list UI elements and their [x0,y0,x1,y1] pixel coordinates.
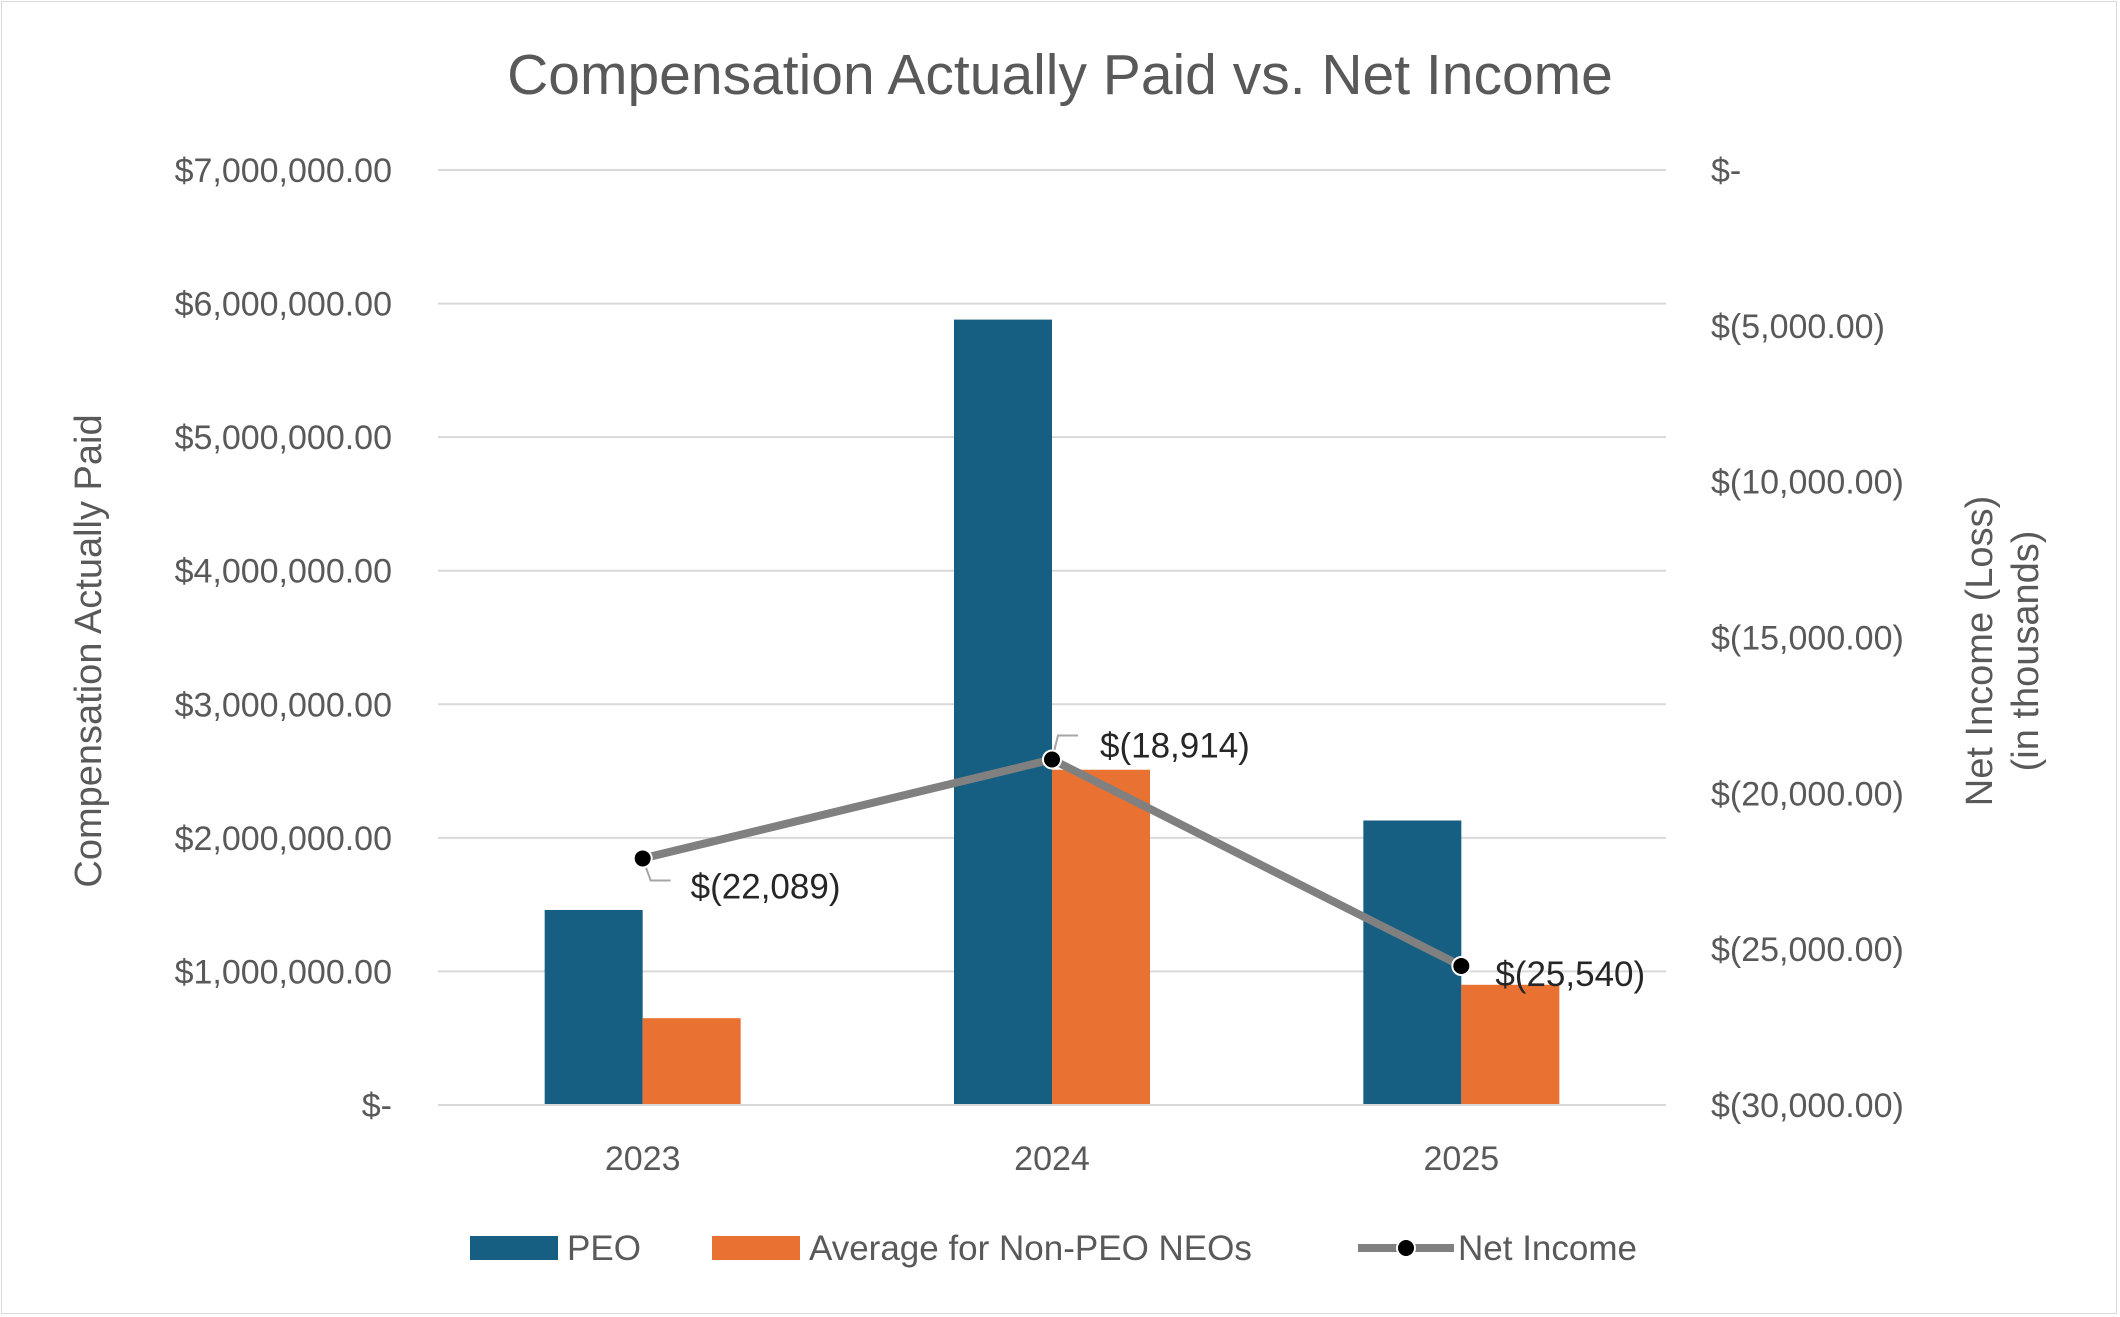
net-income-data-label: $(25,540) [1495,955,1645,994]
left-tick-label: $6,000,000.00 [175,286,392,324]
bar-peo-2023 [544,909,643,1105]
bar-average-for-non-peo-neos-2025 [1461,984,1560,1105]
x-tick-label: 2023 [605,1140,681,1178]
left-tick-label: $1,000,000.00 [175,953,392,991]
left-tick-label: $4,000,000.00 [175,553,392,591]
legend-net-income-marker [1396,1238,1416,1258]
right-tick-label: $(10,000.00) [1711,464,1904,502]
bar-average-for-non-peo-neos-2024 [1052,769,1150,1105]
right-tick-label: $(15,000.00) [1711,620,1904,658]
legend-peo-swatch [470,1236,558,1260]
bars [544,319,1560,1106]
bar-peo-2024 [954,319,1052,1106]
left-axis-ticks: $- $1,000,000.00 $2,000,000.00 $3,000,000.0… [175,152,392,1125]
right-tick-label: $(5,000.00) [1711,308,1885,346]
legend-peo-label: PEO [567,1229,641,1268]
right-axis-title-line-1: Net Income (Loss) [1959,496,2001,806]
left-axis-title: Compensation Actually Paid [68,414,110,887]
left-tick-label: $3,000,000.00 [175,686,392,724]
bar-average-for-non-peo-neos-2023 [642,1018,741,1105]
net-income-point-2025 [1451,955,1472,976]
legend-average-for-non-peo-neos-swatch [712,1236,800,1260]
net-income-data-label: $(22,089) [691,867,841,906]
net-income-point-2023 [632,848,653,869]
legend-net-income-label: Net Income [1458,1229,1637,1268]
chart-title: Compensation Actually Paid vs. Net Incom… [507,43,1613,107]
x-tick-label: 2024 [1014,1140,1090,1178]
x-tick-label: 2025 [1424,1140,1500,1178]
right-tick-label: $(20,000.00) [1711,775,1904,813]
right-axis-title-line-2: (in thousands) [2005,531,2047,772]
right-tick-label: $- [1711,152,1741,190]
legend-average-for-non-peo-neos-label: Average for Non-PEO NEOs [809,1229,1252,1268]
x-axis-ticks: 2023 2024 2025 [605,1140,1499,1178]
right-tick-label: $(25,000.00) [1711,931,1904,969]
net-income-line-series: $(22,089) $(18,914) $(25,540) [632,726,1645,994]
left-tick-label: $- [362,1087,392,1125]
net-income-point-2024 [1042,749,1062,770]
left-tick-label: $7,000,000.00 [175,152,392,190]
left-tick-label: $2,000,000.00 [175,820,392,858]
right-axis-title: Net Income (Loss) (in thousands) [1959,496,2047,806]
right-axis-ticks: $- $(5,000.00) $(10,000.00) $(15,000.00) $(2… [1711,152,1904,1125]
bar-peo-2025 [1363,820,1462,1105]
net-income-data-label: $(18,914) [1100,726,1250,765]
legend: PEO Average for Non-PEO NEOs Net Income [470,1229,1637,1268]
left-tick-label: $5,000,000.00 [175,419,392,457]
right-tick-label: $(30,000.00) [1711,1087,1904,1125]
